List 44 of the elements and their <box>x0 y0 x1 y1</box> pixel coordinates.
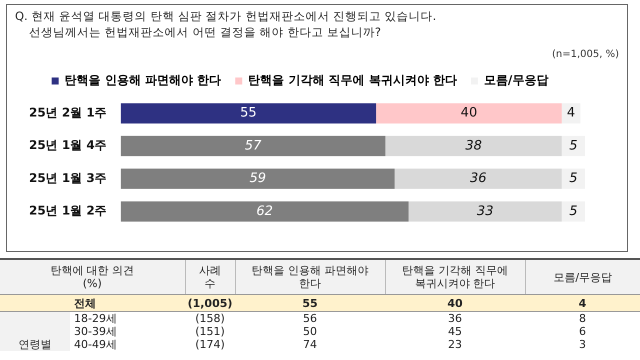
category-label: 모름/무응답 <box>525 259 640 294</box>
text: 74 <box>303 338 317 351</box>
text: 연령별 <box>0 312 70 351</box>
text: (151) <box>195 325 225 338</box>
category-label: 18-29세 <box>74 312 117 325</box>
category-label: 탄핵을 인용해 파면해야 한다 <box>235 259 385 294</box>
text: 6 <box>579 325 586 338</box>
chart-title: Q. 현재 윤석열 대통령의 탄핵 심판 절차가 헌법재판소에서 진행되고 있습니다. <box>15 9 436 24</box>
text: 23 <box>448 338 462 351</box>
data-label: 38 <box>465 138 482 154</box>
category-label: 40-49세 <box>74 338 117 351</box>
chart-subtitle: 선생님께서는 헌법재판소에서 어떤 결정을 해야 한다고 보십니까? <box>29 25 382 40</box>
legend-label: 탄핵을 인용해 파면해야 한다 <box>64 73 222 88</box>
text: 50 <box>303 325 317 338</box>
category-label: 30-39세 <box>74 325 117 338</box>
data-label: 57 <box>244 138 262 154</box>
y-tick-label: 25년 2월 1주 <box>28 105 107 120</box>
data-label: 55 <box>240 106 257 121</box>
data-label: 5 <box>569 204 578 219</box>
y-tick-label: 25년 1월 3주 <box>28 170 107 185</box>
data-label: 62 <box>256 204 273 219</box>
data-label: 5 <box>569 138 578 154</box>
data-label: 59 <box>249 171 266 186</box>
category-label: 사례수 <box>185 259 235 294</box>
text: 56 <box>303 312 317 325</box>
data-label: 4 <box>566 106 576 121</box>
category-label: 탄핵을 기각해 직무에 복귀시켜야 한다 <box>385 259 525 294</box>
text: 8 <box>579 312 586 325</box>
data-label: 5 <box>569 171 578 186</box>
text: (158) <box>195 312 225 325</box>
text: 탄핵에 대한 의견 (%) <box>0 259 185 294</box>
legend-label: 모름/무응답 <box>484 73 548 88</box>
text: (174) <box>195 338 225 351</box>
data-label: 33 <box>476 204 494 219</box>
shaded-row: 전체 (1,005) 55 40 4 <box>0 294 640 312</box>
y-tick-label: 25년 1월 2주 <box>28 204 107 218</box>
text: 45 <box>448 325 462 338</box>
legend-label: 탄핵을 기각해 직무에 복귀시켜야 한다 <box>248 73 457 88</box>
text: 3 <box>579 338 586 351</box>
data-label: 40 <box>460 106 478 121</box>
text: 36 <box>448 312 462 325</box>
y-tick-label: 25년 1월 4주 <box>28 138 107 152</box>
data-label: 36 <box>470 171 486 186</box>
text: (n=1,005, %) <box>552 49 619 60</box>
